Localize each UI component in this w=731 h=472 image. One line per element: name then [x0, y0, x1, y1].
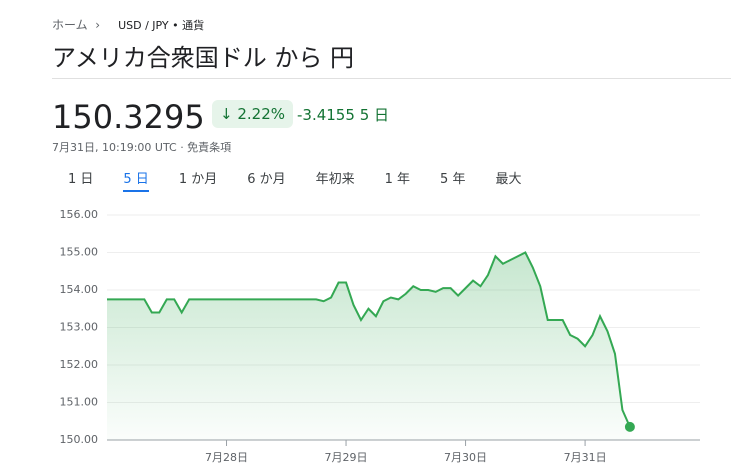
x-tick-label: 7月28日: [205, 451, 248, 464]
change-value: -3.4155: [297, 106, 355, 124]
title: アメリカ合衆国ドル から 円: [52, 44, 355, 72]
breadcrumb-home[interactable]: ホーム: [52, 18, 88, 32]
tab[interactable]: 5 日: [123, 168, 149, 192]
tab[interactable]: 6 か月: [247, 172, 286, 187]
y-tick-label: 150.00: [60, 433, 99, 446]
area: [107, 252, 630, 440]
y-tick-label: 156.00: [60, 208, 99, 221]
y-tick-label: 154.00: [60, 283, 99, 296]
tab[interactable]: 年初来: [315, 172, 355, 187]
price-line: [107, 251, 631, 428]
change: -3.4155 5 日: [297, 104, 389, 125]
tab[interactable]: 1 か月: [178, 172, 218, 187]
y-tick-label: 155.00: [60, 246, 99, 259]
tabs: 1 日 5 日 1 か月 6 か月 年初来 1 年 5 年 最大: [68, 168, 551, 192]
y-tick-label: 151.00: [60, 396, 99, 409]
breadcrumb: ホーム › USD / JPY • 通貨: [52, 18, 205, 32]
tab[interactable]: 最大: [495, 172, 522, 187]
last-point: [624, 421, 635, 432]
y-tick-label: 153.00: [60, 321, 99, 334]
tab[interactable]: 1 日: [68, 172, 94, 187]
price: 150.3295: [52, 98, 205, 136]
change-period: 5 日: [359, 106, 389, 124]
tab[interactable]: 1 年: [384, 172, 411, 187]
x-tick-label: 7月29日: [325, 451, 368, 464]
change-percent: 2.22%: [237, 105, 285, 123]
x-tick-label: 7月30日: [444, 451, 487, 464]
y-tick-label: 152.00: [60, 358, 99, 371]
separator: [52, 78, 731, 79]
breadcrumb-current: USD / JPY • 通貨: [118, 19, 205, 32]
timestamp: 7月31日, 10:19:00 UTC · 免責条項: [52, 141, 232, 154]
x-tick-label: 7月31日: [564, 451, 607, 464]
tab[interactable]: 5 年: [440, 172, 466, 187]
change-badge: ↓ 2.22%: [212, 100, 293, 128]
